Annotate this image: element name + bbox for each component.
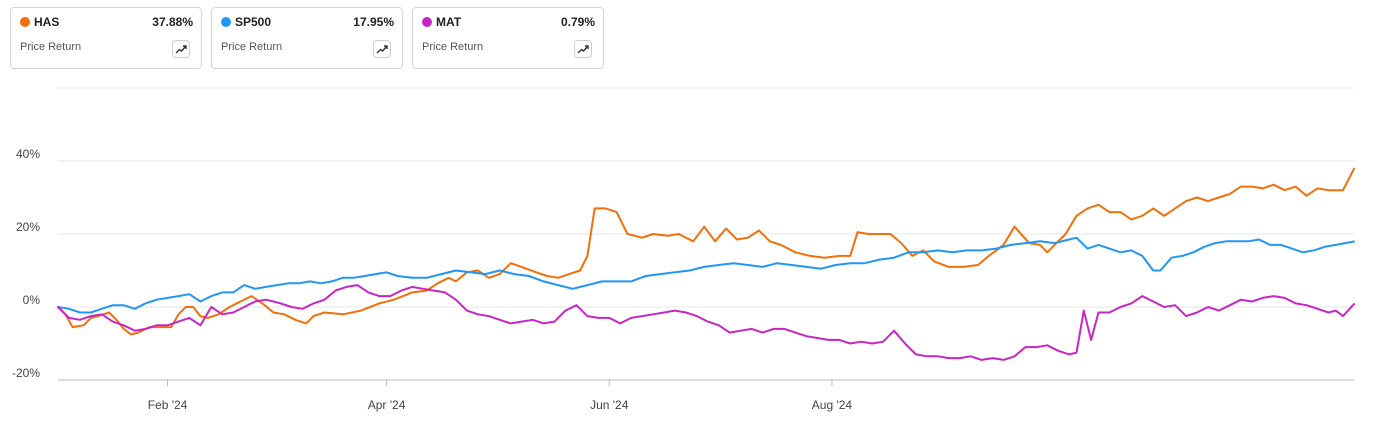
legend-ticker: HAS <box>34 15 60 29</box>
legend-card-has[interactable]: HAS 37.88% Price Return <box>10 7 202 69</box>
x-tick-label: Jun '24 <box>590 398 629 412</box>
legend-ticker: MAT <box>436 15 462 29</box>
legend-value: 37.88% <box>152 15 193 29</box>
trending-up-icon[interactable] <box>172 40 190 58</box>
legend-subtitle: Price Return <box>422 41 484 53</box>
legend-value: 17.95% <box>353 15 394 29</box>
legend-subtitle: Price Return <box>221 41 283 53</box>
y-tick-label: -20% <box>12 366 40 380</box>
trending-up-icon[interactable] <box>373 40 391 58</box>
trending-up-icon[interactable] <box>574 40 592 58</box>
series-line-mat <box>57 284 1355 361</box>
legend-value: 0.79% <box>560 15 595 29</box>
legend-cards: HAS 37.88% Price Return SP500 17.95% Pri… <box>10 7 604 69</box>
series-line-sp500 <box>57 236 1355 314</box>
legend-ticker: SP500 <box>235 15 272 29</box>
y-tick-label: 0% <box>23 293 41 307</box>
x-tick-label: Apr '24 <box>368 398 406 412</box>
y-tick-label: 40% <box>16 147 40 161</box>
legend-card-sp500[interactable]: SP500 17.95% Price Return <box>211 7 403 69</box>
y-tick-label: 20% <box>16 220 40 234</box>
has-color-dot <box>20 17 30 27</box>
sp500-color-dot <box>221 17 231 27</box>
x-tick-label: Feb '24 <box>148 398 188 412</box>
mat-color-dot <box>422 17 432 27</box>
legend-card-mat[interactable]: MAT 0.79% Price Return <box>412 7 604 69</box>
legend-subtitle: Price Return <box>20 41 82 53</box>
series-line-has <box>57 167 1355 336</box>
x-tick-label: Aug '24 <box>812 398 853 412</box>
